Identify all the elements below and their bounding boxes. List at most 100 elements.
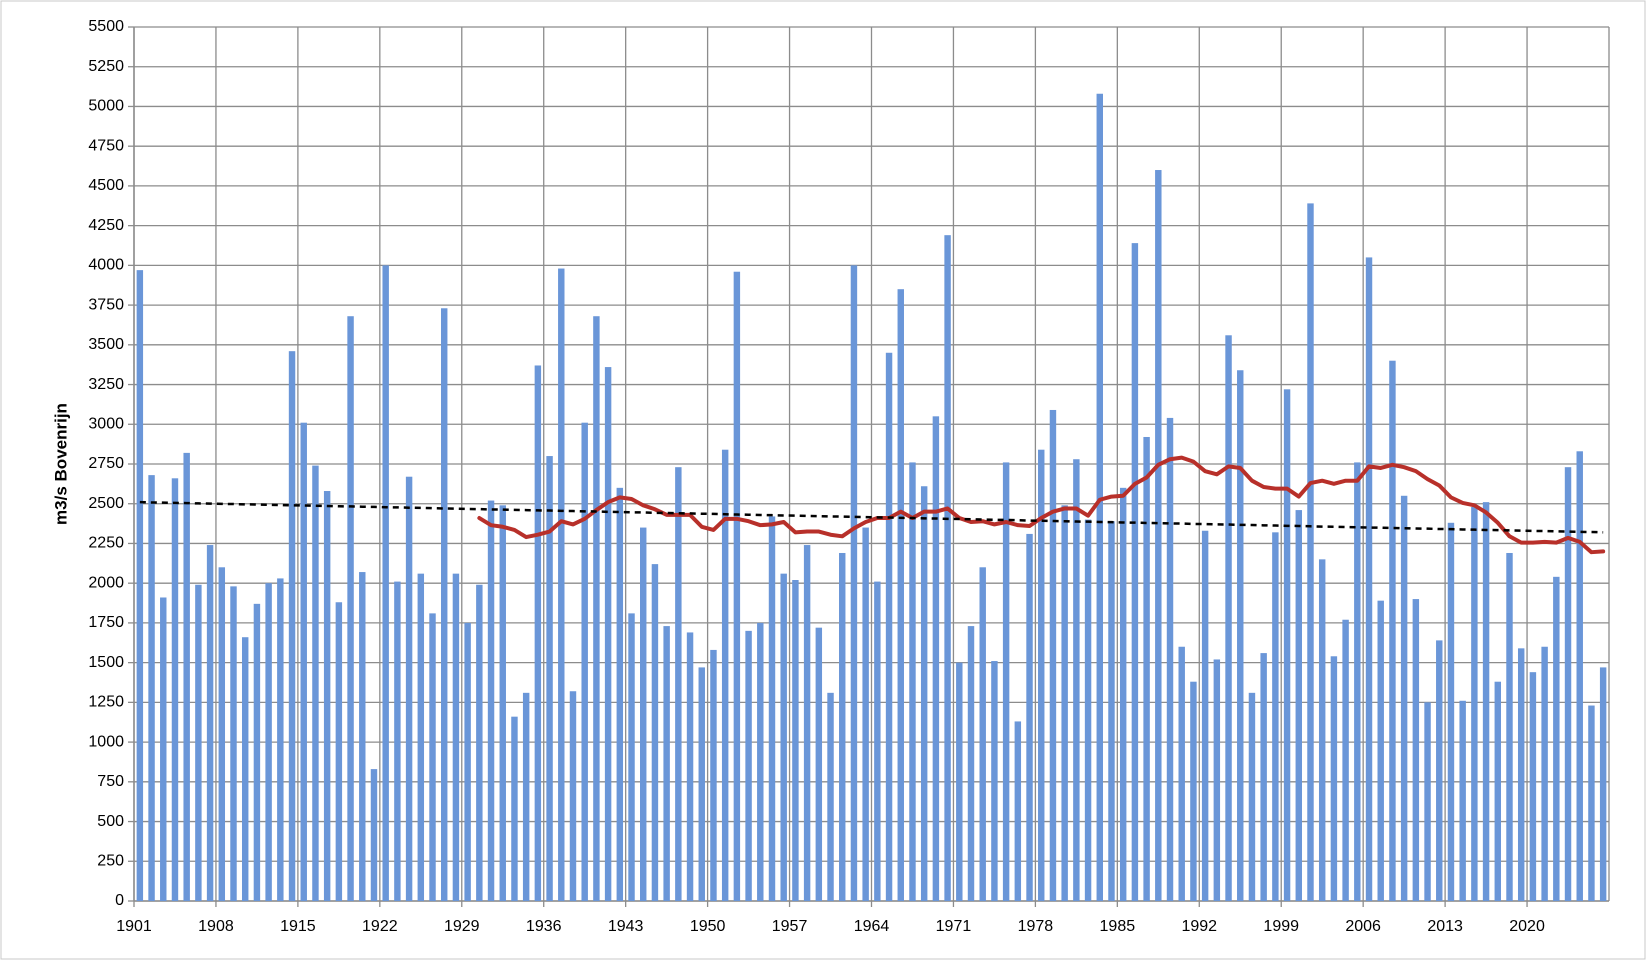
bar <box>616 487 624 901</box>
bar <box>710 649 717 901</box>
y-tick-label: 1250 <box>88 694 124 711</box>
bar <box>335 602 343 901</box>
x-tick-label: 1971 <box>936 918 972 935</box>
x-tick-label: 1964 <box>854 918 890 935</box>
bar <box>1119 487 1127 901</box>
bar <box>1014 721 1022 901</box>
bar <box>288 351 296 901</box>
bar <box>417 573 425 901</box>
bar <box>476 584 483 901</box>
bar <box>1424 702 1431 901</box>
y-tick-label: 500 <box>97 813 124 830</box>
bar <box>1073 459 1080 901</box>
bar <box>1295 510 1303 901</box>
bar <box>651 564 659 901</box>
bar <box>195 584 202 901</box>
bar <box>815 627 823 901</box>
bar <box>569 691 577 901</box>
bar <box>511 716 518 901</box>
bar <box>920 486 928 901</box>
bar <box>1588 705 1595 901</box>
bar <box>827 692 834 901</box>
bar <box>803 545 811 901</box>
x-tick-label: 1943 <box>608 918 644 935</box>
y-tick-label: 1000 <box>88 733 124 750</box>
y-tick-label: 250 <box>97 852 124 869</box>
bar <box>850 265 858 901</box>
y-tick-label: 4500 <box>88 177 124 194</box>
bar <box>581 422 588 901</box>
bar <box>745 630 752 901</box>
bar <box>1038 449 1045 901</box>
y-tick-label: 1500 <box>88 654 124 671</box>
bar <box>241 637 249 901</box>
trend-line <box>139 500 1604 534</box>
bar <box>956 662 963 901</box>
bar <box>171 478 179 901</box>
y-tick-label: 1750 <box>88 614 124 631</box>
bar <box>253 603 261 901</box>
bar <box>1459 700 1466 901</box>
bar <box>1225 335 1232 901</box>
bar <box>1049 409 1057 901</box>
bar <box>1412 599 1420 901</box>
bar <box>757 622 764 901</box>
bar <box>359 572 366 901</box>
x-tick-label: 1978 <box>1018 918 1054 935</box>
y-tick-label: 3000 <box>88 415 124 432</box>
x-tick-label: 2013 <box>1427 918 1463 935</box>
bar <box>792 580 799 901</box>
bar <box>148 475 155 901</box>
bar <box>944 235 951 902</box>
x-tick-label: 1957 <box>772 918 808 935</box>
bar <box>499 505 506 901</box>
bar <box>534 365 542 902</box>
bar <box>768 516 776 901</box>
bar <box>1002 462 1010 901</box>
bar <box>347 316 354 901</box>
bar <box>1447 522 1455 901</box>
bar <box>1143 436 1150 901</box>
y-tick-label: 3750 <box>88 296 124 313</box>
bar <box>1576 451 1583 901</box>
y-tick-label: 3500 <box>88 336 124 353</box>
bar <box>721 449 729 901</box>
bar <box>1283 389 1291 901</box>
bar <box>686 632 694 901</box>
bar <box>593 316 600 901</box>
x-tick-label: 1929 <box>444 918 480 935</box>
bar <box>218 567 226 901</box>
bar <box>487 500 495 901</box>
x-tick-label: 2006 <box>1345 918 1381 935</box>
bar <box>1564 467 1572 901</box>
bar <box>1084 519 1092 901</box>
bar <box>277 578 284 901</box>
bar <box>370 769 378 901</box>
y-tick-label: 0 <box>115 892 124 909</box>
bar <box>440 308 448 901</box>
bar <box>1365 257 1373 901</box>
bar <box>1517 648 1525 901</box>
bar <box>464 622 471 901</box>
y-tick-label: 2250 <box>88 535 124 552</box>
x-tick-label: 1950 <box>690 918 726 935</box>
bar <box>967 626 975 901</box>
bar <box>136 270 144 901</box>
bar <box>1471 506 1478 901</box>
bar <box>675 467 682 901</box>
x-tick-label: 1992 <box>1181 918 1217 935</box>
bar <box>452 573 460 901</box>
bar <box>979 567 986 901</box>
bar <box>1155 170 1162 901</box>
bar <box>312 465 319 901</box>
bar <box>698 667 705 901</box>
bar <box>1436 640 1443 901</box>
x-tick-label: 1915 <box>280 918 316 935</box>
bar <box>1494 681 1502 901</box>
bar <box>1237 370 1244 901</box>
bar <box>628 613 635 901</box>
bar <box>1599 667 1607 901</box>
bar <box>265 583 272 901</box>
